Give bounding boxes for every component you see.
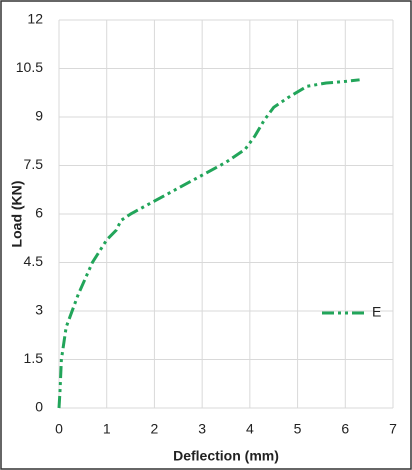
y-tick-label: 1.5: [24, 350, 44, 366]
x-axis-title: Deflection (mm): [173, 448, 279, 464]
x-tick-label: 1: [103, 421, 111, 437]
y-tick-label: 10.5: [16, 59, 43, 75]
y-tick-label: 9: [35, 108, 43, 124]
x-tick-label: 2: [151, 421, 159, 437]
x-tick-label: 6: [341, 421, 349, 437]
x-tick-label: 3: [198, 421, 206, 437]
legend-label: E: [372, 304, 381, 320]
y-tick-label: 4.5: [24, 253, 44, 269]
x-tick-label: 5: [294, 421, 302, 437]
y-tick-label: 12: [27, 11, 43, 27]
y-axis-title: Load (KN): [9, 181, 25, 248]
y-tick-label: 7.5: [24, 156, 44, 172]
data-line: [57, 78, 360, 409]
y-tick-label: 3: [35, 302, 43, 318]
y-tick-label: 6: [35, 205, 43, 221]
x-tick-label: 7: [389, 421, 397, 437]
x-tick-label: 0: [55, 421, 63, 437]
y-tick-label: 0: [35, 399, 43, 415]
x-tick-label: 4: [246, 421, 254, 437]
